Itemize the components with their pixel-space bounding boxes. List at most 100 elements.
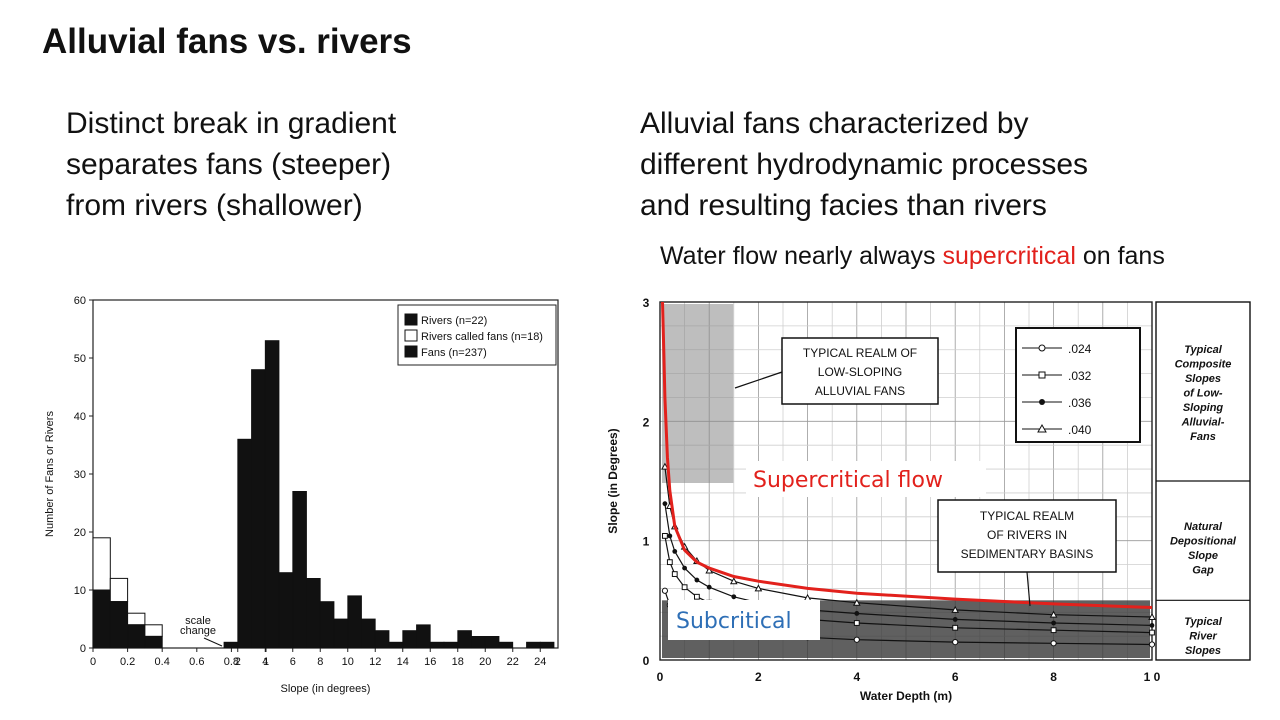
- slope-chart-frame: [659, 301, 1153, 661]
- slope-x-tick-label: 1 0: [1144, 670, 1161, 684]
- legend-label: Rivers called fans (n=18): [421, 331, 543, 343]
- bar-fans: [471, 636, 486, 649]
- slope-y-tick-label: 3: [643, 296, 650, 310]
- slope-x-axis-label: Water Depth (m): [860, 689, 952, 703]
- curve-point: [853, 620, 860, 626]
- histogram-x-tick-label: 2: [235, 656, 241, 668]
- legend-label: Rivers (n=22): [421, 315, 487, 327]
- histogram-x-tick-label: 10: [342, 656, 354, 668]
- curve-point: [705, 566, 714, 574]
- supercritical-boundary-line: [661, 301, 1153, 609]
- curve-point: [706, 584, 712, 590]
- slope-x-tick-label: 0: [657, 670, 664, 684]
- side-panel-middle-line: Gap: [1192, 565, 1214, 577]
- curve-point: [671, 571, 678, 577]
- legend-label: Fans (n=237): [421, 347, 487, 359]
- side-panel-middle-line: Natural: [1184, 521, 1223, 533]
- legend-marker: [1038, 344, 1046, 352]
- legend-label: .032: [1068, 369, 1092, 383]
- curve-point: [694, 593, 700, 600]
- side-panel-top-line: Composite: [1175, 359, 1232, 371]
- histogram-x-tick-label: 6: [290, 656, 296, 668]
- right-line-3: and resulting facies than rivers: [640, 189, 1047, 222]
- bar-rivers: [127, 624, 146, 649]
- bar-rivers-called-fans: [109, 577, 129, 603]
- bar-fans: [347, 595, 362, 649]
- side-panel-bottom-line: River: [1189, 631, 1217, 643]
- note-text-end: on fans: [1075, 242, 1165, 270]
- slope-y-tick-label: 1: [643, 535, 650, 549]
- curve-point: [853, 636, 860, 643]
- curve-point: [662, 532, 668, 539]
- curve-point: [952, 639, 959, 646]
- supercritical-label-bg: [746, 461, 986, 497]
- legend-swatch: [404, 345, 418, 358]
- curve-point: [852, 598, 861, 606]
- curve-point: [951, 605, 960, 613]
- scale-change-label: change: [180, 625, 216, 637]
- legend-label: .036: [1068, 396, 1092, 410]
- left-line-3: from rivers (shallower): [66, 189, 363, 222]
- river-realm-callout-line: TYPICAL REALM: [980, 509, 1074, 523]
- bar-rivers: [144, 635, 163, 649]
- histogram-x-tick-label: 1: [263, 656, 269, 668]
- histogram-x-tick-label: 0: [90, 656, 96, 668]
- curve-point: [754, 584, 763, 592]
- bar-fans: [388, 641, 404, 649]
- curve-point: [952, 624, 959, 631]
- river-realm-callout-line: OF RIVERS IN: [987, 528, 1067, 542]
- right-paragraph: Alluvial fans characterized by different…: [640, 103, 1240, 226]
- bar-rivers: [92, 589, 111, 649]
- curve-point: [1149, 622, 1155, 628]
- histogram-x-tick-label: 22: [507, 656, 519, 668]
- legend-swatch: [404, 329, 418, 342]
- side-panel-middle-line: Depositional: [1170, 536, 1237, 548]
- bar-fans: [333, 618, 349, 649]
- bar-fans: [443, 641, 459, 649]
- bar-fans: [457, 630, 472, 649]
- side-panel-top-line: Slopes: [1185, 373, 1221, 385]
- bar-fans: [374, 630, 390, 649]
- bar-fans: [429, 641, 445, 649]
- curve-point: [729, 577, 738, 585]
- histogram-x-axis-label: Slope (in degrees): [281, 683, 371, 695]
- fan-realm-callout-line: ALLUVIAL FANS: [815, 384, 905, 398]
- curve-point: [682, 565, 687, 571]
- curve-point: [1149, 629, 1155, 636]
- curve-point: [661, 462, 669, 470]
- histogram-x-tick-label: 0.2: [120, 656, 135, 668]
- bar-rivers-called-fans: [144, 624, 163, 637]
- histogram-x-tick-label: 14: [397, 656, 409, 668]
- river-realm-callout-box: [937, 499, 1117, 573]
- note-text-start: Water flow nearly always: [660, 242, 943, 270]
- right-line-2: different hydrodynamic processes: [640, 148, 1089, 181]
- histogram-y-tick-label: 20: [74, 527, 86, 539]
- bar-fans: [251, 369, 266, 649]
- bar-fans: [237, 438, 252, 649]
- side-panel-top-line: Fans: [1190, 431, 1216, 443]
- histogram-x-tick-label: 0.4: [155, 656, 170, 668]
- bar-fans: [498, 641, 514, 649]
- side-panel-bottom-line: Typical: [1184, 616, 1222, 628]
- slope-x-tick-label: 4: [853, 670, 860, 684]
- slope-legend-box: [1015, 327, 1141, 443]
- curve-point: [952, 617, 958, 622]
- fan-realm-callout-box: [781, 337, 939, 405]
- curve-point: [667, 533, 673, 539]
- histogram-x-tick-label: 20: [479, 656, 491, 668]
- bar-fans: [402, 630, 417, 649]
- left-line-1: Distinct break in gradient: [66, 107, 397, 140]
- subcritical-label-bg: [668, 600, 820, 640]
- bar-rivers-called-fans: [92, 537, 111, 591]
- histogram-x-tick-label: 12: [369, 656, 381, 668]
- left-line-2: separates fans (steeper): [66, 148, 392, 181]
- bar-fans: [264, 340, 280, 649]
- fan-realm-shading: [662, 304, 734, 483]
- curve-point: [661, 587, 669, 594]
- histogram-x-tick-label: 8: [317, 656, 323, 668]
- side-panel-top-line: of Low-: [1183, 388, 1222, 400]
- curve-point: [681, 584, 688, 591]
- curve-point: [672, 549, 678, 554]
- histogram-y-tick-label: 50: [74, 353, 86, 365]
